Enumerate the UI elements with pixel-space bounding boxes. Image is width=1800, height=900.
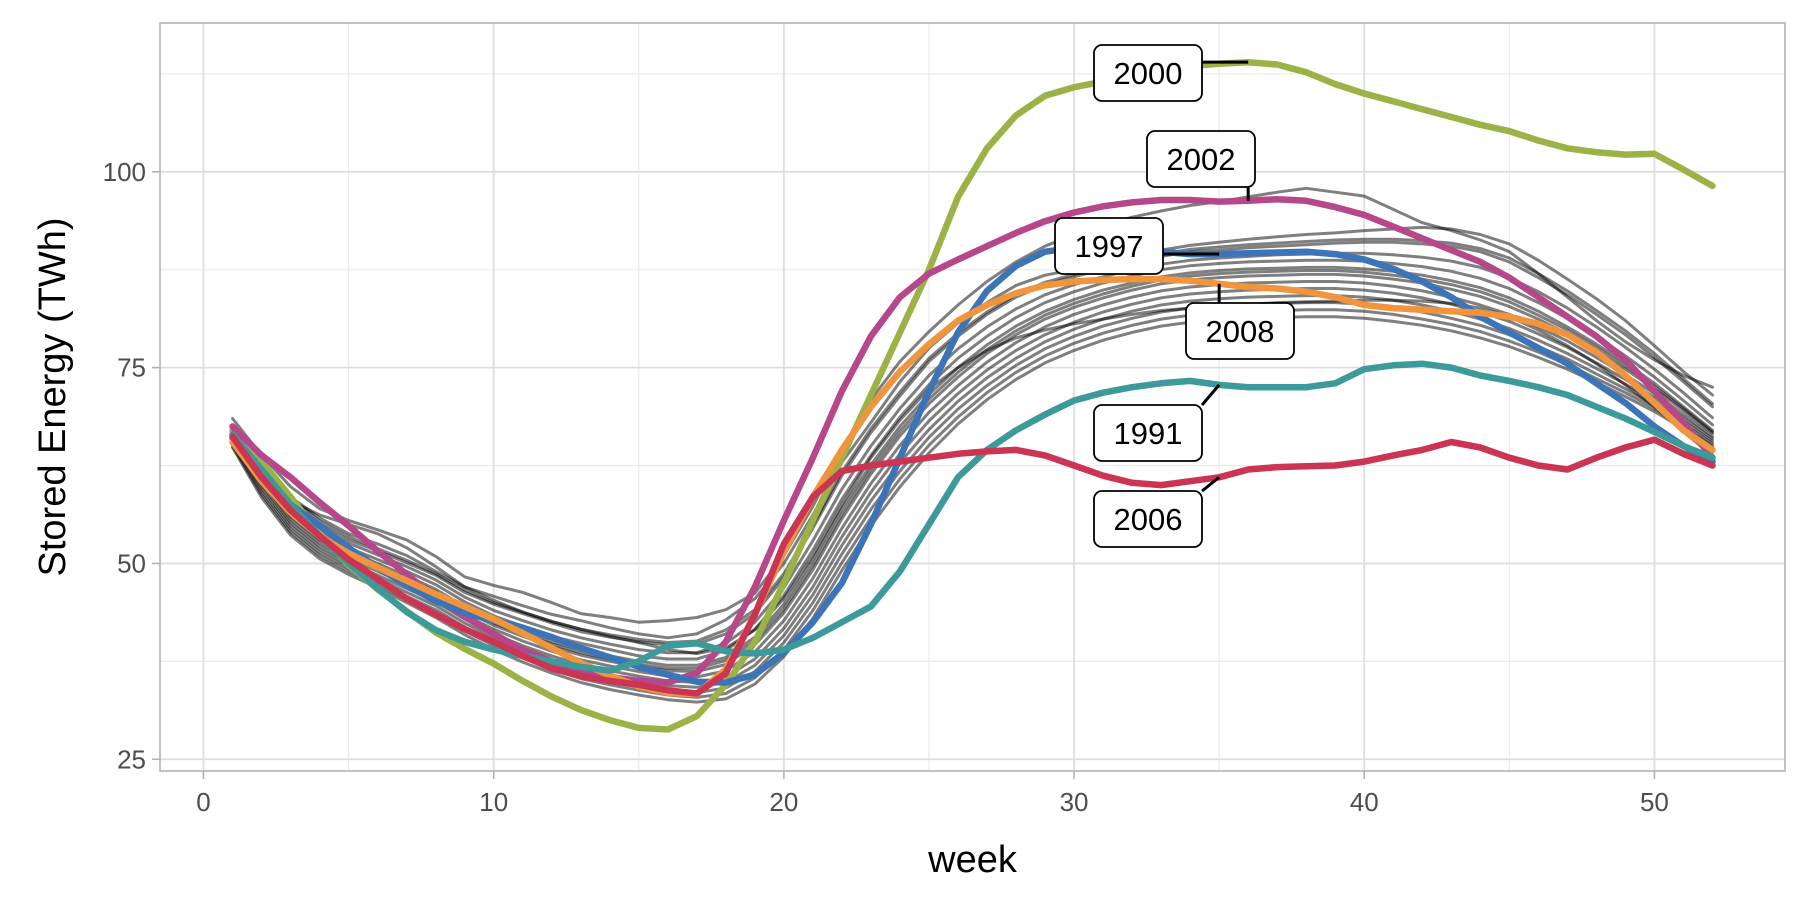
annotation-box xyxy=(1093,490,1203,548)
series-line-2008 xyxy=(229,275,1716,698)
x-tick-label: 30 xyxy=(1060,787,1089,817)
annotation-label: 2008 xyxy=(1206,314,1275,349)
x-tick-label: 40 xyxy=(1350,787,1379,817)
annotation-box xyxy=(1054,217,1164,275)
y-tick-label: 100 xyxy=(103,157,146,187)
x-axis-title: week xyxy=(927,839,1018,881)
background-series-line xyxy=(231,240,1714,647)
y-axis-ticks: 25 50 75 100 xyxy=(103,157,160,774)
x-tick-label: 50 xyxy=(1640,787,1669,817)
annotation-group: 2000 2002 1997 2008 1991 2006 xyxy=(1054,44,1295,548)
y-tick-label: 50 xyxy=(117,548,146,578)
series-line-2006 xyxy=(229,433,1716,697)
x-tick-label: 0 xyxy=(196,787,210,817)
background-series-line xyxy=(231,258,1714,661)
background-series-line xyxy=(231,315,1714,704)
y-tick-label: 75 xyxy=(117,353,146,383)
x-tick-label: 20 xyxy=(769,787,798,817)
highlighted-series-group xyxy=(229,58,1716,733)
annotation-label: 2000 xyxy=(1114,56,1183,91)
panel-border xyxy=(159,22,1786,772)
series-line-1991 xyxy=(229,360,1716,674)
annotation-label: 1997 xyxy=(1075,229,1144,264)
series-line-2002 xyxy=(229,195,1716,686)
background-series-line xyxy=(231,251,1714,655)
y-tick-label: 25 xyxy=(117,744,146,774)
annotation-box xyxy=(1146,130,1256,188)
annotation-label: 1991 xyxy=(1114,416,1183,451)
annotation-box xyxy=(1093,44,1203,102)
series-line-2000 xyxy=(229,58,1716,733)
y-axis-title: Stored Energy (TWh) xyxy=(32,218,74,577)
annotation-label: 2002 xyxy=(1167,142,1236,177)
background-series-line xyxy=(231,237,1714,644)
x-tick-label: 10 xyxy=(479,787,508,817)
background-series-line xyxy=(231,186,1714,624)
annotation-box xyxy=(1185,302,1295,360)
annotation-box xyxy=(1093,404,1203,462)
x-axis-ticks: 0 10 20 30 40 50 xyxy=(196,771,1669,817)
annotation-label: 2006 xyxy=(1114,502,1183,537)
annotation-leader xyxy=(1201,476,1221,493)
annotation-leader xyxy=(1200,383,1221,406)
